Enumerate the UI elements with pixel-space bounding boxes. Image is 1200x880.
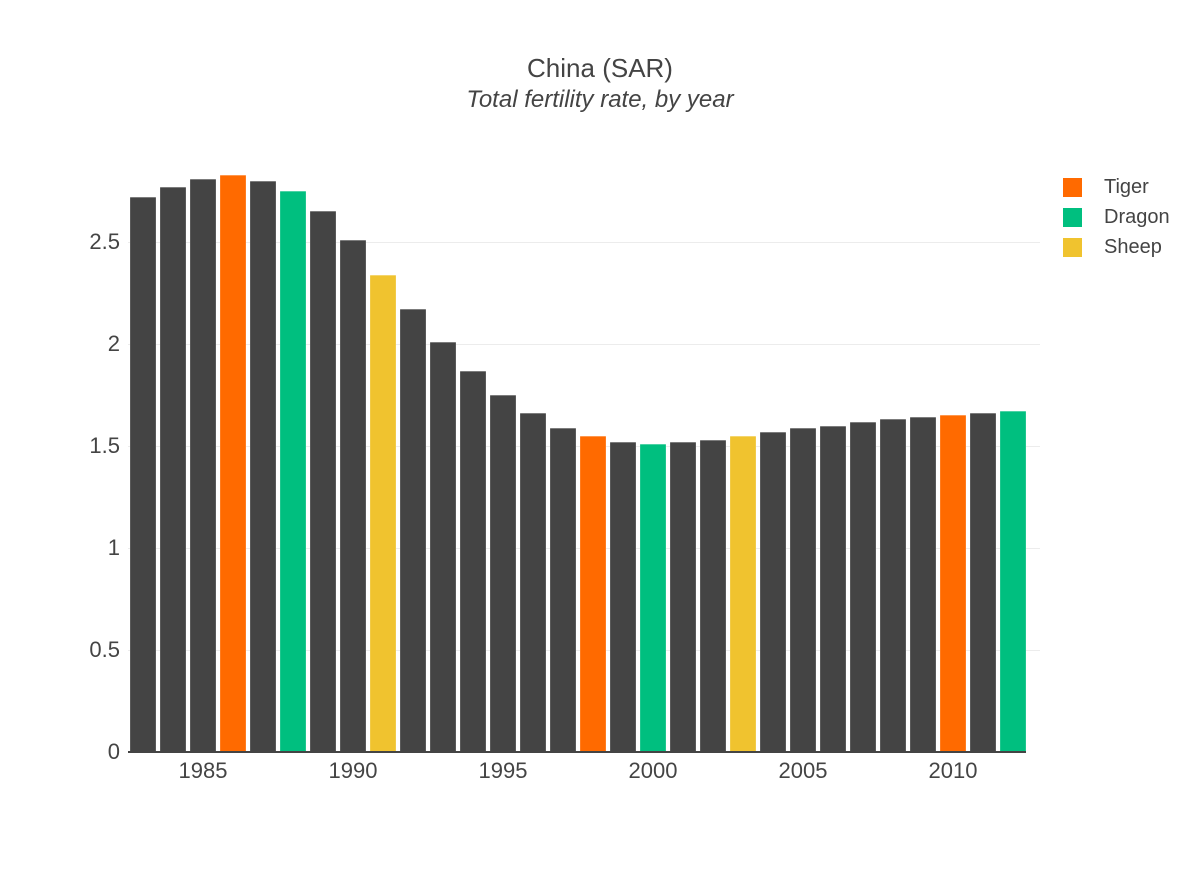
- sheep-swatch-icon: [1063, 237, 1082, 257]
- bar-1995[interactable]: [490, 395, 516, 751]
- legend-item-tiger[interactable]: Tiger: [1063, 172, 1170, 202]
- bar-1993[interactable]: [430, 342, 456, 751]
- bar-2003[interactable]: [730, 436, 756, 751]
- x-axis-tick-label-2000: 2000: [628, 758, 678, 783]
- bar-2007[interactable]: [850, 422, 876, 751]
- bar-1990[interactable]: [340, 240, 366, 751]
- dragon-swatch-icon: [1063, 207, 1082, 227]
- bar-2010[interactable]: [940, 415, 966, 751]
- bar-2002[interactable]: [700, 440, 726, 751]
- bar-1986[interactable]: [220, 175, 246, 751]
- legend-label-dragon: Dragon: [1104, 205, 1170, 228]
- bar-1983[interactable]: [130, 197, 156, 751]
- y-axis-tick-label-2: 2: [107, 331, 120, 356]
- bar-2012[interactable]: [1000, 411, 1026, 751]
- bar-1996[interactable]: [520, 413, 546, 751]
- chart-subtitle: Total fertility rate, by year: [466, 86, 734, 113]
- x-axis-tick-label-1985: 1985: [178, 758, 228, 783]
- y-axis-tick-label-2.5: 2.5: [89, 229, 120, 254]
- bar-1987[interactable]: [250, 181, 276, 751]
- y-axis-tick-label-0.5: 0.5: [89, 637, 120, 662]
- legend-label-sheep: Sheep: [1104, 235, 1162, 258]
- bar-2001[interactable]: [670, 442, 696, 751]
- bar-2005[interactable]: [790, 428, 816, 751]
- legend-label-tiger: Tiger: [1104, 175, 1149, 198]
- bar-1988[interactable]: [280, 191, 306, 751]
- gridline-y-2: [128, 344, 1040, 345]
- bar-1985[interactable]: [190, 179, 216, 751]
- legend-item-dragon[interactable]: Dragon: [1063, 202, 1170, 232]
- bar-1998[interactable]: [580, 436, 606, 751]
- x-axis-line: [128, 751, 1026, 753]
- chart-header: China (SAR) Total fertility rate, by yea…: [0, 52, 1200, 116]
- bar-1984[interactable]: [160, 187, 186, 751]
- bar-2011[interactable]: [970, 413, 996, 751]
- bar-1997[interactable]: [550, 428, 576, 751]
- legend-item-sheep[interactable]: Sheep: [1063, 232, 1170, 262]
- x-axis-tick-label-2010: 2010: [928, 758, 978, 783]
- legend: Tiger Dragon Sheep: [1063, 172, 1170, 262]
- y-axis-tick-label-1: 1: [107, 535, 120, 560]
- bar-2000[interactable]: [640, 444, 666, 751]
- bar-2009[interactable]: [910, 417, 936, 751]
- bar-1989[interactable]: [310, 211, 336, 751]
- bar-1992[interactable]: [400, 309, 426, 751]
- x-axis-tick-label-2005: 2005: [778, 758, 828, 783]
- bar-2006[interactable]: [820, 426, 846, 751]
- bar-2004[interactable]: [760, 432, 786, 751]
- bar-2008[interactable]: [880, 419, 906, 751]
- bar-1991[interactable]: [370, 275, 396, 751]
- bar-1999[interactable]: [610, 442, 636, 751]
- y-axis-tick-label-0: 0: [107, 739, 120, 764]
- tiger-swatch-icon: [1063, 177, 1082, 197]
- gridline-y-2.5: [128, 242, 1040, 243]
- x-axis-tick-label-1995: 1995: [478, 758, 528, 783]
- chart-title: China (SAR): [527, 53, 673, 83]
- bar-1994[interactable]: [460, 371, 486, 751]
- y-axis-tick-label-1.5: 1.5: [89, 433, 120, 458]
- x-axis-tick-label-1990: 1990: [328, 758, 378, 783]
